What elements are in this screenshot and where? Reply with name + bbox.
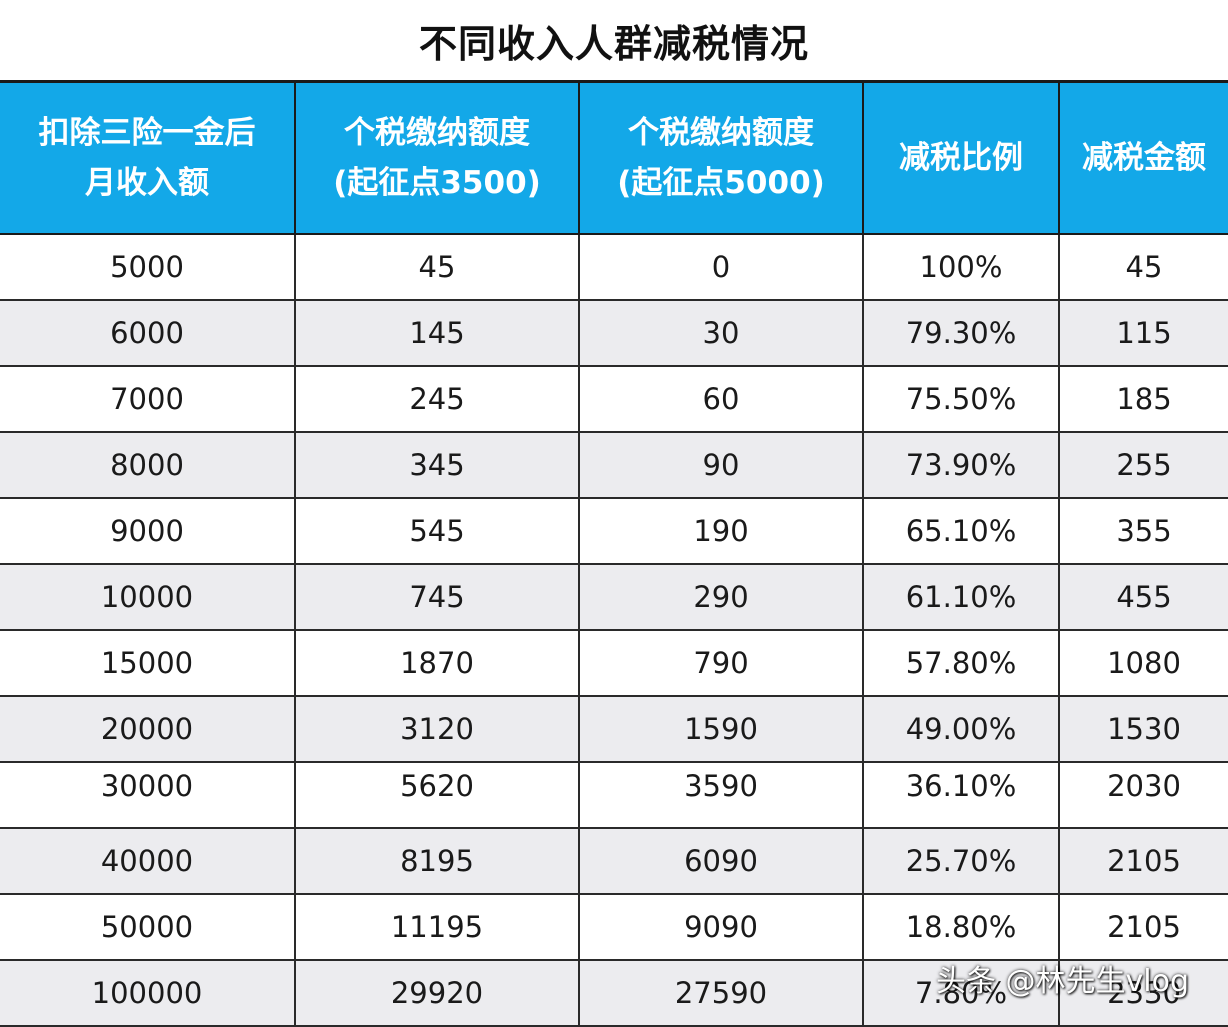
cell-tax-5000: 6090 <box>578 826 864 895</box>
table-row: 30000 5620 3590 36.10% 2030 <box>0 760 1228 829</box>
table-row: 15000 1870 790 57.80% 1080 <box>0 628 1228 697</box>
cell-reduction-ratio: 73.90% <box>862 430 1060 499</box>
cell-reduction-ratio: 65.10% <box>862 496 1060 565</box>
table-row: 7000 245 60 75.50% 185 <box>0 364 1228 433</box>
cell-reduction-ratio: 49.00% <box>862 694 1060 763</box>
watermark: 头条 @林先生vlog <box>936 964 1190 999</box>
header-label-line: 个税缴纳额度 <box>628 114 814 151</box>
cell-tax-5000: 9090 <box>578 892 864 961</box>
cell-monthly-income: 8000 <box>0 430 296 499</box>
header-label-line: 减税比例 <box>899 139 1023 176</box>
cell-tax-5000: 60 <box>578 364 864 433</box>
table-row: 40000 8195 6090 25.70% 2105 <box>0 826 1228 895</box>
cell-reduction-amount: 355 <box>1058 496 1228 565</box>
cell-monthly-income: 100000 <box>0 958 296 1027</box>
cell-tax-3500: 345 <box>294 430 580 499</box>
table-row: 50000 11195 9090 18.80% 2105 <box>0 892 1228 961</box>
cell-reduction-amount: 255 <box>1058 430 1228 499</box>
cell-tax-3500: 745 <box>294 562 580 631</box>
cell-reduction-ratio: 36.10% <box>862 760 1060 829</box>
cell-reduction-amount: 2030 <box>1058 760 1228 829</box>
page-title: 不同收入人群减税情况 <box>418 21 809 66</box>
table-row: 9000 545 190 65.10% 355 <box>0 496 1228 565</box>
cell-tax-3500: 5620 <box>294 760 580 829</box>
header-reduction-amount: 减税金额 <box>1058 80 1228 235</box>
cell-reduction-ratio: 7.80% <box>862 958 1060 1027</box>
table-row: 6000 145 30 79.30% 115 <box>0 298 1228 367</box>
cell-reduction-amount: 2330 <box>1058 958 1228 1027</box>
cell-tax-5000: 30 <box>578 298 864 367</box>
cell-tax-3500: 245 <box>294 364 580 433</box>
cell-monthly-income: 15000 <box>0 628 296 697</box>
cell-monthly-income: 10000 <box>0 562 296 631</box>
cell-tax-5000: 3590 <box>578 760 864 829</box>
cell-tax-5000: 790 <box>578 628 864 697</box>
cell-tax-3500: 3120 <box>294 694 580 763</box>
cell-tax-5000: 1590 <box>578 694 864 763</box>
header-label-line: (起征点5000) <box>617 164 825 201</box>
cell-reduction-ratio: 25.70% <box>862 826 1060 895</box>
cell-reduction-ratio: 79.30% <box>862 298 1060 367</box>
cell-monthly-income: 20000 <box>0 694 296 763</box>
table-row: 100000 29920 27590 7.80% 2330 <box>0 958 1228 1027</box>
cell-monthly-income: 40000 <box>0 826 296 895</box>
cell-monthly-income: 5000 <box>0 232 296 301</box>
header-label-line: (起征点3500) <box>333 164 541 201</box>
cell-reduction-ratio: 61.10% <box>862 562 1060 631</box>
cell-monthly-income: 30000 <box>0 760 296 829</box>
cell-reduction-ratio: 75.50% <box>862 364 1060 433</box>
header-label-line: 扣除三险一金后 <box>38 114 256 151</box>
cell-reduction-amount: 1080 <box>1058 628 1228 697</box>
cell-reduction-amount: 115 <box>1058 298 1228 367</box>
header-label-line: 个税缴纳额度 <box>344 114 530 151</box>
header-monthly-income: 扣除三险一金后 月收入额 <box>0 80 296 235</box>
header-tax-3500: 个税缴纳额度 (起征点3500) <box>294 80 580 235</box>
cell-reduction-amount: 185 <box>1058 364 1228 433</box>
cell-monthly-income: 9000 <box>0 496 296 565</box>
cell-reduction-amount: 2105 <box>1058 892 1228 961</box>
cell-monthly-income: 7000 <box>0 364 296 433</box>
cell-tax-3500: 11195 <box>294 892 580 961</box>
cell-tax-5000: 190 <box>578 496 864 565</box>
cell-reduction-ratio: 57.80% <box>862 628 1060 697</box>
header-label-line: 减税金额 <box>1082 139 1206 176</box>
cell-reduction-ratio: 18.80% <box>862 892 1060 961</box>
header-tax-5000: 个税缴纳额度 (起征点5000) <box>578 80 864 235</box>
cell-reduction-amount: 455 <box>1058 562 1228 631</box>
cell-monthly-income: 50000 <box>0 892 296 961</box>
tax-reduction-table: 扣除三险一金后 月收入额 个税缴纳额度 (起征点3500) 个税缴纳额度 (起征… <box>0 80 1228 1027</box>
cell-reduction-amount: 1530 <box>1058 694 1228 763</box>
cell-tax-3500: 29920 <box>294 958 580 1027</box>
cell-tax-3500: 45 <box>294 232 580 301</box>
header-reduction-ratio: 减税比例 <box>862 80 1060 235</box>
header-label-line: 月收入额 <box>85 164 209 201</box>
cell-tax-3500: 1870 <box>294 628 580 697</box>
cell-reduction-ratio: 100% <box>862 232 1060 301</box>
cell-tax-3500: 545 <box>294 496 580 565</box>
header-row: 扣除三险一金后 月收入额 个税缴纳额度 (起征点3500) 个税缴纳额度 (起征… <box>0 80 1228 235</box>
table-row: 5000 45 0 100% 45 <box>0 232 1228 301</box>
cell-reduction-amount: 45 <box>1058 232 1228 301</box>
cell-tax-3500: 8195 <box>294 826 580 895</box>
cell-monthly-income: 6000 <box>0 298 296 367</box>
table-row: 10000 745 290 61.10% 455 <box>0 562 1228 631</box>
cell-tax-5000: 90 <box>578 430 864 499</box>
cell-tax-5000: 0 <box>578 232 864 301</box>
cell-tax-5000: 27590 <box>578 958 864 1027</box>
table-row: 20000 3120 1590 49.00% 1530 <box>0 694 1228 763</box>
cell-reduction-amount: 2105 <box>1058 826 1228 895</box>
cell-tax-3500: 145 <box>294 298 580 367</box>
table-row: 8000 345 90 73.90% 255 <box>0 430 1228 499</box>
cell-tax-5000: 290 <box>578 562 864 631</box>
